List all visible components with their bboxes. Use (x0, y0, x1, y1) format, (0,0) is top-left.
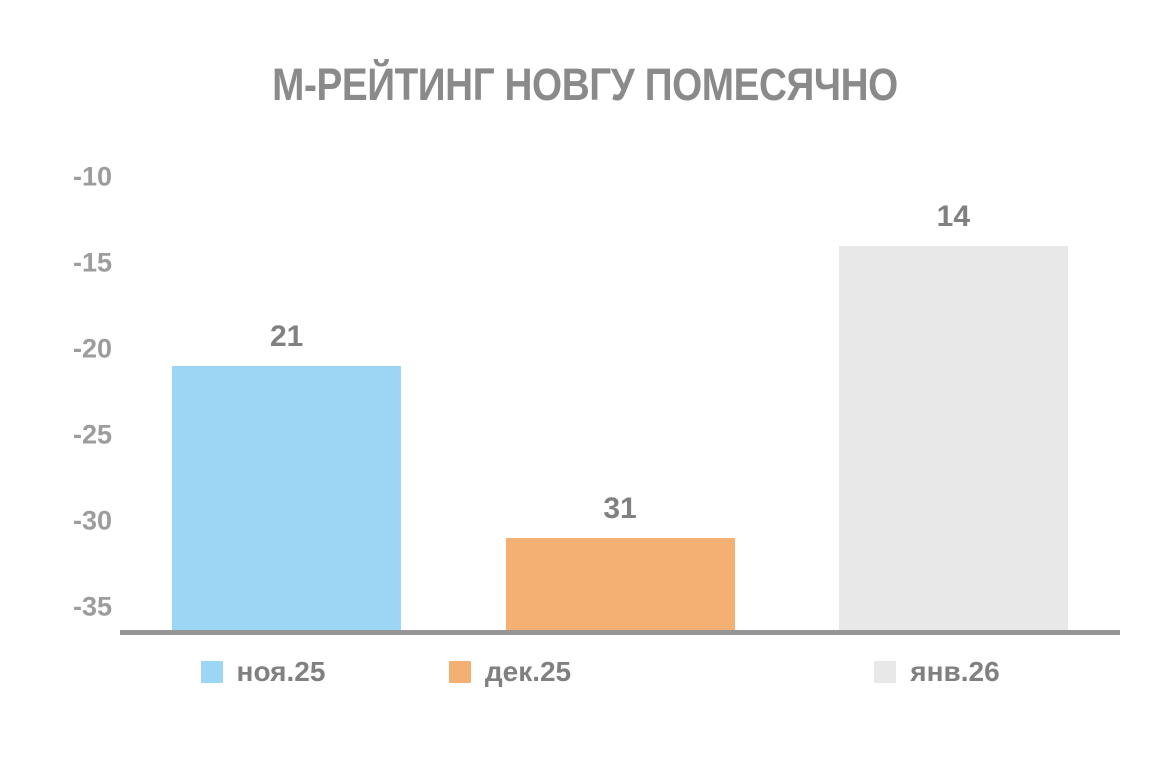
bar-1[interactable] (172, 366, 402, 633)
bar-value-label-3: 14 (936, 200, 971, 233)
legend-item-3[interactable]: янв.26 (874, 655, 1000, 689)
y-axis-tick-neg10: -10 (72, 161, 112, 192)
chart-legend: ноя.25 дек.25 янв.26 (120, 655, 1120, 695)
legend-label-1: ноя.25 (236, 656, 326, 687)
x-axis-line (120, 630, 1120, 635)
bar-2[interactable] (505, 538, 735, 633)
legend-swatch-icon-3 (874, 661, 897, 683)
bar-value-label-1: 21 (269, 320, 304, 354)
y-axis-tick-neg20: -20 (72, 333, 112, 364)
y-axis-tick-neg25: -25 (72, 419, 112, 450)
legend-label-3: янв.26 (910, 656, 1000, 687)
y-axis-tick-neg35: -35 (72, 591, 112, 622)
y-axis-tick-neg30: -30 (72, 505, 112, 536)
plot-area: 21 31 14 (120, 160, 1120, 633)
y-axis-tick-neg15: -15 (72, 247, 112, 278)
chart-title: М-РЕЙТИНГ НОВГУ ПОМЕСЯЧНО (272, 59, 898, 110)
legend-swatch-icon-2 (448, 661, 471, 683)
legend-swatch-icon-1 (200, 661, 223, 683)
bar-3[interactable] (838, 246, 1068, 633)
legend-item-2[interactable]: дек.25 (448, 655, 572, 689)
legend-item-1[interactable]: ноя.25 (200, 655, 326, 689)
legend-label-2: дек.25 (484, 656, 572, 687)
bar-value-label-2: 31 (603, 492, 637, 526)
y-axis-tick-labels: -10 -15 -20 -25 -30 -35 (0, 160, 112, 633)
